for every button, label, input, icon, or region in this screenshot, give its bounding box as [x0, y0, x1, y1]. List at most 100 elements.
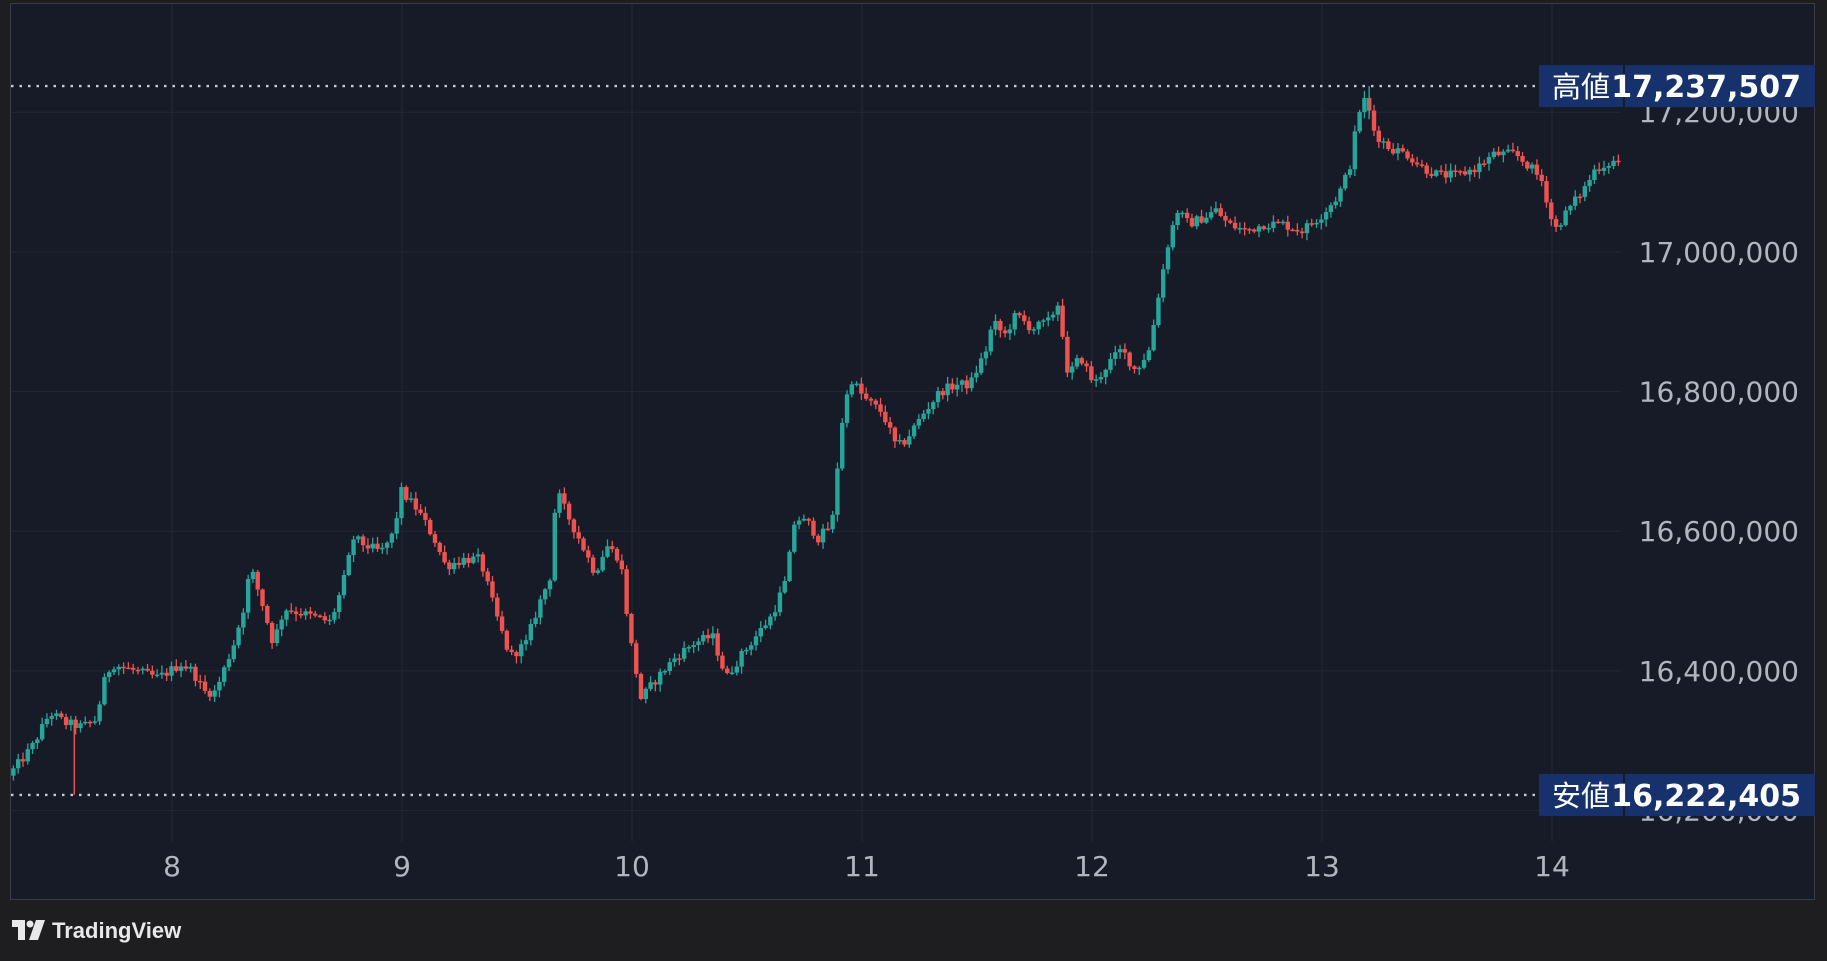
- candle-body: [490, 581, 494, 597]
- candle-body: [658, 672, 662, 685]
- candle-body: [950, 384, 954, 390]
- candle-body: [1008, 329, 1012, 333]
- candle-body: [117, 667, 121, 670]
- candle-body: [830, 515, 834, 529]
- candle-body: [265, 606, 269, 623]
- candle-body: [126, 668, 130, 670]
- candle-body: [289, 610, 293, 612]
- candle-body: [835, 468, 839, 514]
- candle-body: [1099, 377, 1103, 379]
- candle-body: [371, 544, 375, 549]
- candle-body: [141, 669, 145, 671]
- candle-body: [1195, 216, 1199, 226]
- price-axis[interactable]: 16,200,00016,400,00016,600,00016,800,000…: [1639, 96, 1799, 827]
- candle-body: [1607, 166, 1611, 168]
- candle-body: [1535, 165, 1539, 175]
- candle-body: [64, 717, 68, 725]
- candle-body: [1544, 181, 1548, 202]
- candle-body: [495, 598, 499, 617]
- candle-body: [548, 580, 552, 589]
- candle-body: [572, 519, 576, 532]
- candle-body: [1281, 222, 1285, 224]
- candle-body: [874, 401, 878, 405]
- candle-body: [476, 554, 480, 556]
- candle-body: [1563, 210, 1567, 225]
- candle-body: [342, 575, 346, 595]
- candle-body: [1453, 170, 1457, 172]
- candle-body: [1175, 213, 1179, 225]
- candle-body: [634, 643, 638, 674]
- candle-body: [102, 677, 106, 704]
- candle-body: [941, 391, 945, 395]
- candle-body: [701, 635, 705, 641]
- price-tick-label: 17,000,000: [1639, 236, 1799, 269]
- candle-body: [375, 544, 379, 549]
- candle-body: [256, 572, 260, 590]
- candle-body: [409, 498, 413, 500]
- candle-body: [380, 548, 384, 550]
- candle-body: [624, 569, 628, 614]
- candle-body: [442, 552, 446, 562]
- candle-body: [816, 536, 820, 543]
- candle-body: [327, 620, 331, 622]
- candle-body: [763, 625, 767, 628]
- candlestick-chart[interactable]: 16,200,00016,400,00016,600,00016,800,000…: [11, 4, 1816, 901]
- candle-body: [1214, 208, 1218, 212]
- candle-body: [1329, 205, 1333, 212]
- candle-body: [1027, 321, 1031, 330]
- candle-body: [294, 611, 298, 613]
- candle-body: [878, 404, 882, 411]
- candle-body: [121, 667, 125, 669]
- candle-body: [1290, 230, 1294, 232]
- candle-body: [1242, 228, 1246, 230]
- candle-body: [644, 689, 648, 699]
- candle-body: [227, 659, 231, 667]
- candle-body: [974, 373, 978, 378]
- candle-body: [1410, 158, 1414, 162]
- candle-body: [54, 713, 58, 716]
- candle-body: [1386, 141, 1390, 149]
- time-axis[interactable]: 8 9 10 11 12 13 14: [163, 850, 1570, 883]
- candle-body: [543, 589, 547, 599]
- candle-body: [30, 743, 34, 749]
- candle-body: [1444, 171, 1448, 177]
- candle-body: [212, 690, 216, 696]
- candle-body: [821, 529, 825, 543]
- candle-body: [45, 719, 49, 724]
- candle-body: [1487, 157, 1491, 164]
- high-label-text: 高値: [1552, 70, 1610, 104]
- candle-body: [586, 550, 590, 557]
- candle-body: [811, 521, 815, 536]
- candle-body: [591, 558, 595, 573]
- candle-body: [553, 513, 557, 581]
- high-low-markers: [11, 86, 1539, 795]
- candle-body: [1353, 131, 1357, 169]
- tradingview-brand[interactable]: TradingView: [12, 917, 181, 945]
- low-value-text: 16,222,405: [1611, 779, 1801, 814]
- candle-body: [1084, 363, 1088, 366]
- candle-body: [1492, 152, 1496, 157]
- candle-body: [1496, 152, 1500, 156]
- candle-body: [1104, 370, 1108, 377]
- candle-body: [1137, 368, 1141, 370]
- candle-body: [332, 612, 336, 620]
- candle-body: [792, 525, 796, 552]
- candle-body: [457, 563, 461, 565]
- candle-body: [577, 532, 581, 538]
- candle-body: [308, 611, 312, 613]
- candle-body: [1348, 169, 1352, 175]
- candle-body: [1319, 219, 1323, 222]
- candle-body: [514, 652, 518, 656]
- candle-body: [869, 399, 873, 401]
- candle-body: [850, 384, 854, 394]
- candle-body: [1482, 163, 1486, 165]
- candle-body: [1262, 226, 1266, 229]
- chart-panel[interactable]: 16,200,00016,400,00016,600,00016,800,000…: [10, 3, 1815, 900]
- candle-body: [313, 614, 317, 616]
- candle-body: [682, 648, 686, 659]
- candle-body: [529, 624, 533, 640]
- candle-body: [1583, 186, 1587, 197]
- candle-body: [93, 721, 97, 723]
- candle-body: [778, 593, 782, 613]
- candle-body: [859, 384, 863, 394]
